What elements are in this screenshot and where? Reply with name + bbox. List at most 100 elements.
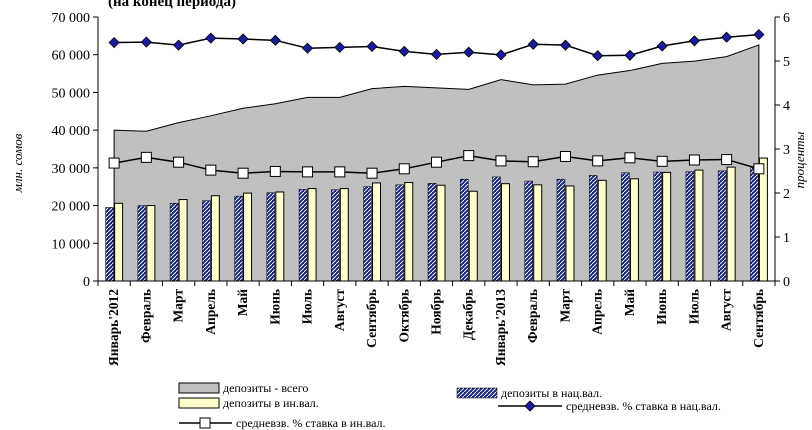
rate-foreign-point-10 [431,156,442,168]
y-left-tick-label: 10 000 [52,237,91,252]
x-category-label: Февраль [525,289,540,343]
rate-foreign-point-7 [334,166,346,178]
rate-foreign-point-19 [721,154,733,166]
x-category-label: Август [719,289,734,331]
y-left-tick-label: 30 000 [52,162,91,177]
bar-foreign-8 [372,182,382,282]
rate-foreign-point-14 [559,150,571,162]
bar-nat-16 [621,172,630,282]
x-category-label: Июнь [267,289,282,325]
bar-foreign-9 [404,182,414,282]
bar-foreign-16 [629,178,639,282]
x-category-label: Январь'2012 [106,289,121,366]
bar-nat-18 [685,171,695,282]
bar-nat-2 [169,203,179,282]
legend-item-rate-foreign: средневзв. % ставка в ин.вал. [179,416,386,430]
y-left-tick-label: 50 000 [52,86,91,101]
legend-swatch-foreign [178,397,220,409]
category-labels-layer: Январь'2012 Февраль Март Апрель Май Июнь Июль А… [106,289,766,366]
bar-foreign-17 [662,171,672,282]
lines-layer [108,29,765,179]
x-category-label: Февраль [138,289,153,343]
rate-nat-point-5 [269,34,281,46]
bar-nat-0 [105,207,114,282]
legend-swatch-nat [456,387,498,399]
bar-foreign-19 [726,166,736,282]
y-right-tick-label: 2 [783,187,790,202]
rate-nat-point-15 [592,50,604,62]
y-left-tick-label: 40 000 [52,124,91,139]
legend-item-foreign: депозиты в ин.вал. [178,396,319,410]
bar-foreign-12 [500,183,510,282]
bar-foreign-0 [114,202,124,282]
y-right-tick-label: 0 [783,275,790,290]
legend-label-nat: депозиты в нац.вал. [501,386,602,400]
bar-foreign-6 [307,188,317,282]
bar-foreign-4 [243,192,253,282]
legend-marker-rate-foreign [199,417,211,429]
ticks-layer: 0 10 000 20 000 30 000 40 000 50 000 60 000 70 … [52,11,791,290]
rate-foreign-point-2 [173,156,185,168]
rate-foreign-point-4 [237,167,249,179]
bar-nat-7 [331,189,340,282]
bar-foreign-5 [275,191,285,282]
rate-nat-point-1 [140,36,152,48]
bar-nat-10 [427,183,437,282]
bar-foreign-3 [210,195,220,282]
x-category-label: Март [171,289,186,323]
y-right-tick-label: 3 [783,143,790,158]
bar-nat-1 [137,205,147,282]
rate-foreign-point-9 [398,163,410,175]
x-category-label: Октябрь [396,289,411,342]
x-category-label: Апрель [590,289,605,335]
bar-foreign-2 [178,199,188,282]
bar-nat-20 [750,167,759,282]
rate-nat-point-16 [624,49,636,61]
rate-foreign-point-1 [140,151,152,163]
x-category-label: Ноябрь [429,289,444,335]
rate-foreign-point-13 [527,156,539,168]
rate-foreign-point-15 [592,155,604,167]
legend-label-rate-foreign: средневзв. % ставка в ин.вал. [236,416,386,430]
x-category-label: Июнь [654,289,669,325]
x-category-label: Сентябрь [751,289,766,348]
bar-nat-9 [395,184,405,282]
x-category-label: Май [235,289,250,316]
rate-foreign-point-3 [205,164,217,176]
rate-nat-point-10 [430,48,443,60]
bar-nat-8 [363,186,372,282]
y-right-tick-label: 6 [783,11,790,26]
y-left-tick-label: 20 000 [52,200,91,215]
bar-foreign-7 [339,188,349,282]
y-left-tick-label: 70 000 [52,11,91,26]
legend-label-total: депозиты - всего [223,381,308,395]
rate-foreign-point-6 [302,166,314,178]
rate-foreign-point-12 [495,155,507,167]
rate-foreign-point-5 [269,165,281,177]
bar-foreign-1 [146,205,156,282]
x-category-label: Август [332,289,347,331]
bar-nat-13 [524,180,533,282]
rate-foreign-point-20 [753,163,765,175]
bar-nat-17 [653,171,662,282]
x-category-label: Апрель [203,289,218,335]
y-axis-right-label: проценты [792,131,807,188]
bar-foreign-14 [565,185,575,282]
legend-item-nat: депозиты в нац.вал. [456,386,602,400]
rate-nat-point-9 [398,45,410,57]
chart-title: (на конец периода) [108,0,236,10]
bar-foreign-18 [694,169,704,282]
rate-nat-point-12 [495,49,507,61]
rate-foreign-point-8 [366,167,378,179]
legend-label-foreign: депозиты в ин.вал. [223,396,319,410]
legend-swatch-total [178,382,220,394]
rate-nat-point-0 [108,36,120,49]
rate-nat-point-14 [559,39,572,51]
rate-nat-point-11 [463,46,475,58]
rate-foreign-point-17 [656,155,668,167]
bar-nat-15 [588,175,598,282]
rate-nat-point-3 [205,32,217,44]
x-category-label: Июль [300,289,315,324]
x-category-label: Май [622,289,637,316]
